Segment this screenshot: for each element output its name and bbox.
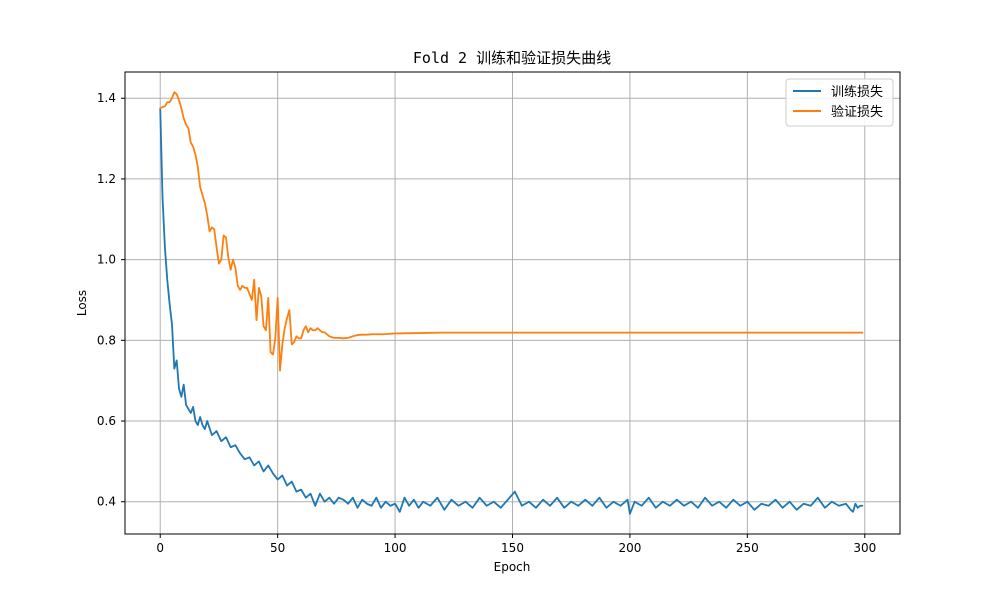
x-tick-label: 100 bbox=[384, 541, 407, 555]
legend-label-val: 验证损失 bbox=[831, 104, 883, 120]
series-lines bbox=[159, 91, 864, 515]
val-loss-line bbox=[159, 91, 864, 372]
x-tick-label: 200 bbox=[618, 541, 641, 555]
train-loss-line bbox=[159, 107, 864, 515]
y-tick-label: 1.0 bbox=[97, 253, 116, 267]
x-axis: 0 50 100 150 200 250 300 bbox=[156, 534, 876, 555]
y-tick-label: 1.4 bbox=[97, 91, 116, 105]
x-axis-label: Epoch bbox=[494, 560, 531, 574]
y-tick-label: 0.8 bbox=[97, 333, 116, 347]
y-axis-label: Loss bbox=[75, 290, 89, 316]
legend: 训练损失 验证损失 bbox=[785, 78, 894, 127]
x-tick-label: 250 bbox=[736, 541, 759, 555]
legend-label-train: 训练损失 bbox=[831, 85, 883, 100]
y-tick-label: 0.4 bbox=[97, 495, 116, 509]
x-tick-label: 50 bbox=[270, 541, 285, 555]
chart-title: Fold 2 训练和验证损失曲线 bbox=[413, 49, 611, 67]
x-tick-label: 300 bbox=[853, 541, 876, 555]
x-tick-label: 0 bbox=[156, 541, 164, 555]
y-tick-label: 1.2 bbox=[97, 172, 116, 186]
x-tick-label: 150 bbox=[501, 541, 524, 555]
y-tick-label: 0.6 bbox=[97, 414, 116, 428]
y-axis: 0.4 0.6 0.8 1.0 1.2 1.4 bbox=[97, 91, 125, 509]
